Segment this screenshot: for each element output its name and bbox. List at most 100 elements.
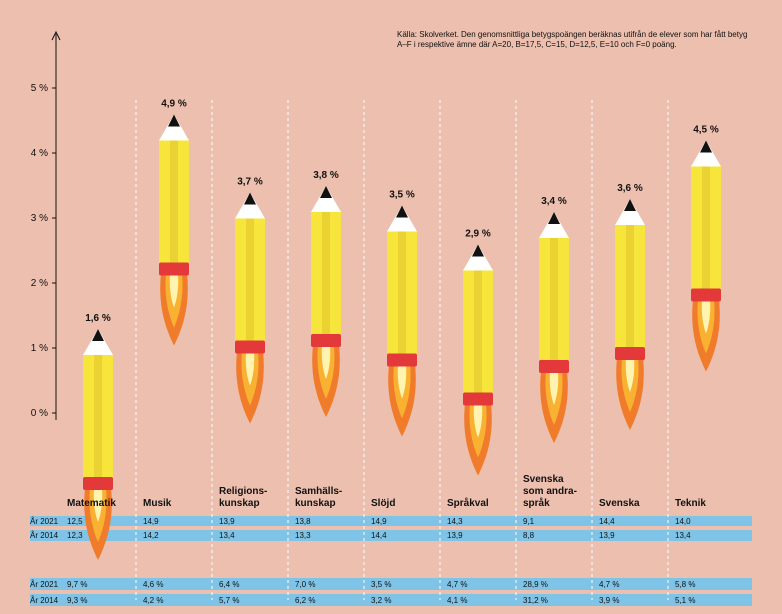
table-cell: 28,9 % [523, 580, 548, 589]
pencil-bar: 4,5 % [691, 125, 721, 372]
source-note: Källa: Skolverket. Den genomsnittliga be… [397, 30, 748, 49]
flame-core [625, 358, 635, 392]
table-band [30, 530, 752, 541]
table-cell: 13,3 [295, 531, 311, 540]
pencil-lead [624, 199, 636, 211]
table-cell: 4,7 % [447, 580, 468, 589]
value-label: 3,5 % [389, 190, 415, 201]
pencil-eraser [615, 347, 645, 360]
value-label: 1,6 % [85, 313, 111, 324]
table-cell: 4,1 % [447, 596, 468, 605]
table-cell: 6,4 % [219, 580, 240, 589]
table-cell: 13,4 [219, 531, 235, 540]
pencil-wood [159, 114, 189, 141]
table-cell: 5,1 % [675, 596, 696, 605]
flame-core [245, 351, 255, 386]
table-bands [30, 516, 752, 606]
pencil-wood [539, 212, 569, 238]
table-band [30, 516, 752, 526]
category-label: Språkval [447, 498, 489, 509]
table-cell: 9,3 % [67, 596, 88, 605]
y-tick-label: 2 % [31, 278, 48, 289]
category-label: Svenska [599, 498, 640, 509]
category-label: Teknik [675, 498, 706, 509]
table-cell: 12,3 [67, 531, 83, 540]
table-cell: 31,2 % [523, 596, 548, 605]
y-axis: 0 % 1 % 2 % 3 % 4 % 5 % [31, 30, 61, 420]
value-label: 3,7 % [237, 177, 263, 188]
pencil-lead [320, 186, 332, 198]
category-label: Matematik [67, 498, 116, 509]
pencil-eraser [463, 392, 493, 406]
pencil-stripe [626, 225, 634, 347]
table-cell: 14,9 [371, 517, 387, 526]
pencil-stripe [474, 270, 482, 393]
pencil-eraser [691, 288, 721, 302]
table-cell: 14,4 [371, 531, 387, 540]
pencil-wood [83, 329, 113, 355]
value-label: 4,5 % [693, 125, 719, 136]
y-tick-label: 0 % [31, 408, 48, 419]
table-cell: 5,7 % [219, 596, 240, 605]
pencil-eraser [539, 360, 569, 373]
y-tick-label: 3 % [31, 213, 48, 224]
flame-core [549, 371, 559, 405]
pencil-eraser [311, 334, 341, 347]
table-cell: 7,0 % [295, 580, 316, 589]
pencil-eraser [387, 353, 417, 367]
pencil-stripe [246, 218, 254, 341]
y-axis-arrow [51, 30, 61, 41]
table-cell: 8,8 [523, 531, 535, 540]
table-cell: 14,2 [143, 531, 159, 540]
category-label: Slöjd [371, 498, 396, 509]
category-label: Svenska som andra-språk [523, 474, 577, 509]
table-row-label: År 2014 [30, 531, 59, 540]
table-cell: 14,4 [599, 517, 615, 526]
pencil-bar: 3,4 % [539, 196, 569, 443]
pencil-eraser [235, 340, 265, 354]
table-row-label: År 2014 [30, 596, 59, 605]
table-cell: 9,1 [523, 517, 535, 526]
table-cell: 4,6 % [143, 580, 164, 589]
pencil-eraser [159, 262, 189, 276]
category-label: Musik [143, 498, 172, 509]
flame-core [169, 273, 179, 308]
pencil-bar: 1,6 % [83, 313, 113, 560]
table-cell: 14,3 [447, 517, 463, 526]
table-cell: 3,5 % [371, 580, 392, 589]
pencil-wood [615, 199, 645, 225]
table-cell: 4,2 % [143, 596, 164, 605]
table-band [30, 594, 752, 606]
pencil-bar: 3,7 % [235, 177, 265, 424]
flame-core [321, 345, 331, 379]
table-cell: 12,5 [67, 517, 83, 526]
pencil-lead [472, 244, 484, 257]
table-cell: 9,7 % [67, 580, 88, 589]
category-label: Religions-kunskap [219, 486, 268, 509]
pencil-lead [92, 329, 104, 341]
table-cell: 13,9 [447, 531, 463, 540]
value-label: 3,8 % [313, 170, 339, 181]
pencil-wood [463, 244, 493, 271]
pencil-lead [244, 192, 256, 205]
table-cell: 5,8 % [675, 580, 696, 589]
pencil-lead [700, 140, 712, 153]
pencil-wood [311, 186, 341, 212]
table-cell: 13,4 [675, 531, 691, 540]
pencil-lead [168, 114, 180, 127]
pencil-stripe [322, 212, 330, 334]
table-row-label: År 2021 [30, 580, 59, 589]
grid-lines [135, 100, 669, 600]
pencil-lead [548, 212, 560, 224]
pencil-bar: 4,9 % [159, 99, 189, 346]
y-tick-label: 5 % [31, 83, 48, 94]
table-row-label: År 2021 [30, 517, 59, 526]
pencil-eraser [83, 477, 113, 490]
value-label: 4,9 % [161, 99, 187, 110]
value-label: 2,9 % [465, 229, 491, 240]
table-cell: 3,9 % [599, 596, 620, 605]
pencil-stripe [94, 355, 102, 477]
table-cell: 13,9 [599, 531, 615, 540]
pencil-bar: 2,9 % [463, 229, 493, 476]
